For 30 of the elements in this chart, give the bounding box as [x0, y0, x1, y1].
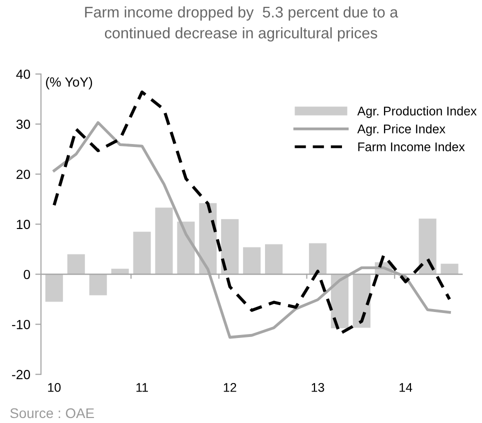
y-tick-label: 30 [16, 120, 30, 129]
x-tick-label: 10 [48, 383, 61, 392]
bar [89, 274, 107, 296]
bar [133, 232, 151, 274]
legend-label: Agr. Price Index [357, 124, 446, 136]
y-tick-label: 0 [24, 270, 30, 280]
y-tick-label: -10 [12, 320, 30, 330]
y-tick-label: 20 [16, 170, 30, 180]
y-tick-label: 40 [16, 70, 30, 79]
x-tick-label: 14 [400, 383, 412, 392]
chart-title: Farm income dropped by 5.3 percent due to a continued decrease in agricultural prices [85, 6, 398, 42]
y-tick-label: 10 [16, 220, 30, 230]
bar [243, 247, 261, 274]
x-tick-label: 13 [312, 383, 324, 392]
bar [45, 274, 63, 302]
bar [265, 244, 283, 274]
bar [221, 219, 239, 274]
legend-label: Agr. Production Index [357, 106, 477, 118]
bar [308, 243, 327, 274]
source-note: Source : OAE [10, 408, 94, 418]
bar [440, 264, 458, 274]
bar [155, 208, 173, 274]
bar [418, 218, 436, 274]
bar [67, 254, 85, 274]
y-tick-label: -20 [12, 370, 30, 380]
legend-label: Farm Income Index [358, 142, 465, 152]
y-axis-title: (% YoY) [46, 77, 92, 90]
bar [352, 274, 370, 328]
x-tick-label: 11 [136, 383, 148, 392]
x-tick-label: 12 [224, 383, 236, 392]
